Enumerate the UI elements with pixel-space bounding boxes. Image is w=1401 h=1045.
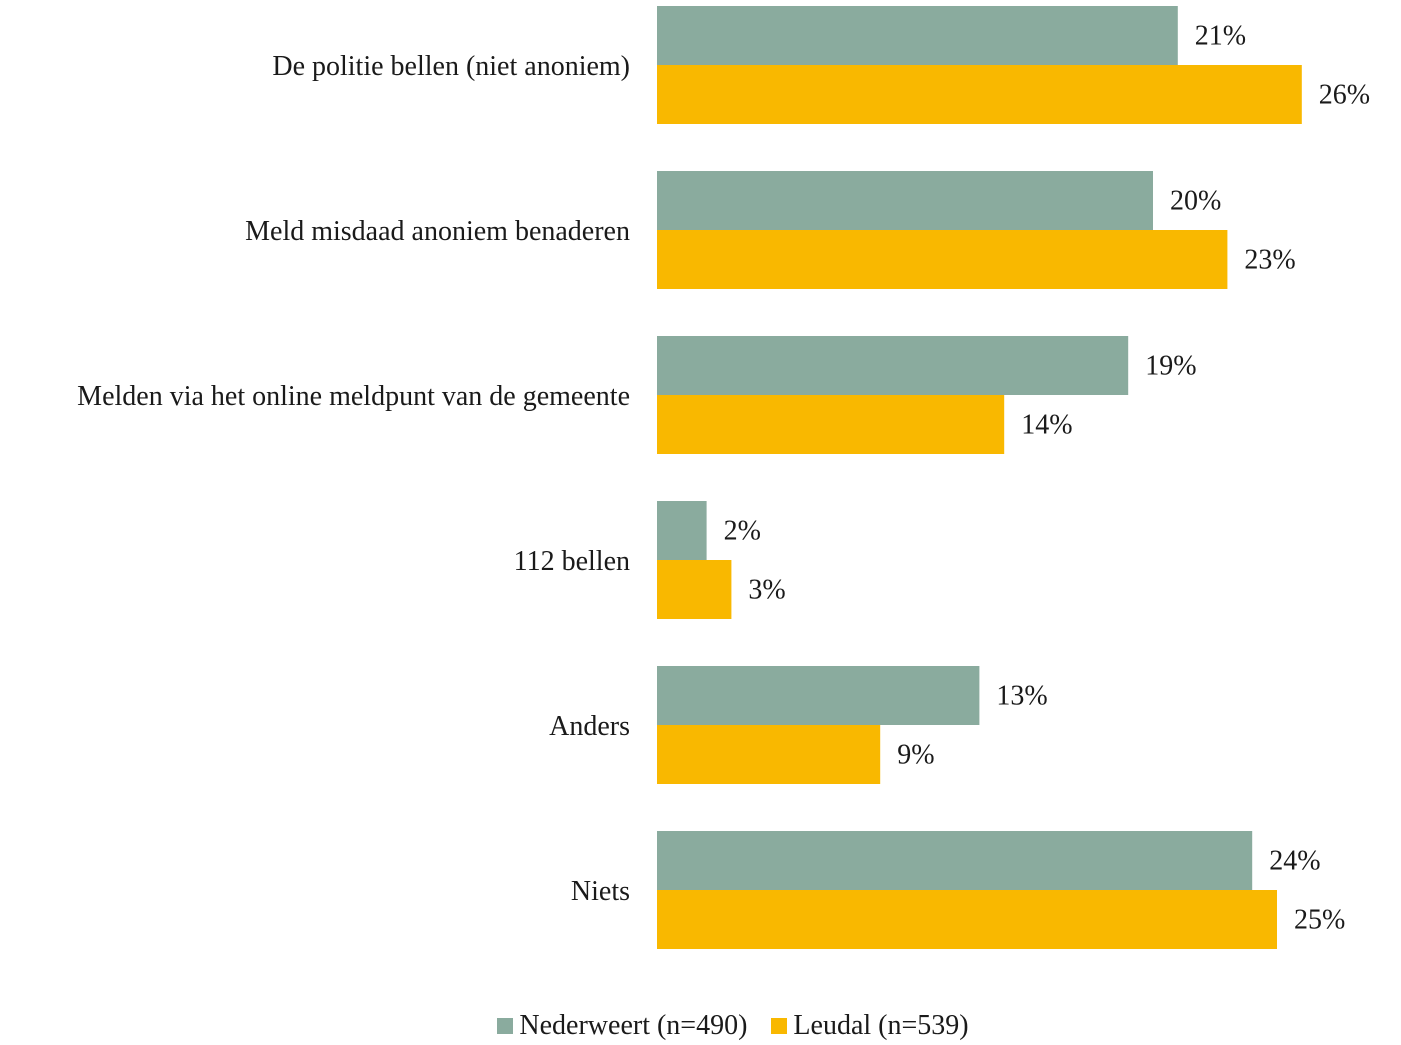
legend-swatch-nederweert (497, 1018, 514, 1034)
value-label: 9% (897, 740, 934, 771)
bar-leudal (657, 725, 881, 784)
value-label: 25% (1294, 905, 1345, 936)
category-group-anders: Anders 13% 9% (549, 666, 1048, 784)
bar-leudal (657, 230, 1228, 289)
bar-leudal (657, 395, 1005, 454)
bar-chart: De politie bellen (niet anoniem) 21% 26% Me… (77, 6, 1370, 949)
category-label: Melden via het online meldpunt van de ge… (77, 381, 630, 412)
bar-nederweert (657, 336, 1129, 395)
value-label: 20% (1170, 186, 1221, 217)
category-label: Niets (571, 876, 630, 907)
category-group-112-bellen: 112 bellen 2% 3% (514, 501, 786, 619)
value-label: 3% (748, 575, 785, 606)
category-group-niets: Niets 24% 25% (571, 831, 1345, 949)
bar-nederweert (657, 501, 707, 560)
value-label: 26% (1319, 80, 1370, 111)
legend-label-nederweert: Nederweert (n=490) (519, 1010, 748, 1041)
bar-leudal (657, 65, 1302, 124)
category-label: 112 bellen (514, 546, 630, 577)
bar-nederweert (657, 171, 1153, 230)
legend-item-nederweert: Nederweert (n=490) (497, 1010, 747, 1042)
legend-label-leudal: Leudal (n=539) (793, 1010, 969, 1041)
value-label: 23% (1244, 245, 1295, 276)
legend-swatch-leudal (771, 1018, 788, 1034)
value-label: 2% (724, 516, 761, 547)
bar-leudal (657, 560, 732, 619)
bar-nederweert (657, 666, 980, 725)
category-label: Meld misdaad anoniem benaderen (245, 216, 630, 247)
value-label: 21% (1195, 21, 1246, 52)
value-label: 14% (1021, 410, 1072, 441)
category-group-meld-misdaad-anoniem-benaderen: Meld misdaad anoniem benaderen 20% 23% (245, 171, 1296, 289)
category-label: De politie bellen (niet anoniem) (272, 51, 630, 82)
category-label: Anders (549, 711, 630, 742)
value-label: 24% (1269, 846, 1320, 877)
value-label: 19% (1145, 351, 1196, 382)
bar-nederweert (657, 6, 1178, 65)
category-group-de-politie-bellen-niet-anoniem: De politie bellen (niet anoniem) 21% 26% (272, 6, 1370, 124)
bar-leudal (657, 890, 1277, 949)
value-label: 13% (996, 681, 1047, 712)
bar-nederweert (657, 831, 1253, 890)
legend-item-leudal: Leudal (n=539) (771, 1010, 969, 1042)
legend: Nederweert (n=490) Leudal (n=539) (0, 1010, 1401, 1042)
category-group-melden-via-het-online-meldpunt-van-de-gemeente: Melden via het online meldpunt van de ge… (77, 336, 1197, 454)
